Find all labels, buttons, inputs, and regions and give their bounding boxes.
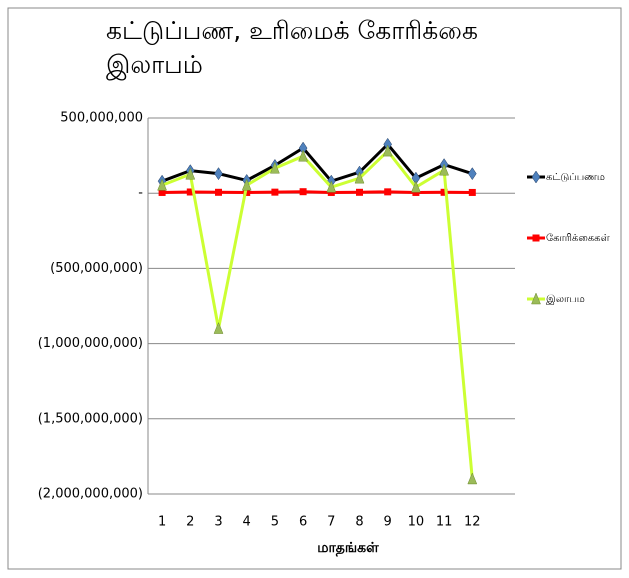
marker [384, 188, 392, 196]
x-tick-label: 3 [214, 515, 222, 530]
marker [412, 188, 420, 196]
marker [299, 188, 307, 196]
x-tick-label: 1 [158, 515, 166, 530]
series-line [162, 190, 473, 194]
x-axis-title: மாதங்கள் [317, 540, 379, 557]
marker [354, 171, 365, 184]
x-tick-label: 9 [384, 515, 392, 530]
marker [215, 188, 222, 196]
y-tick-label: (2,000,000,000) [38, 487, 143, 502]
chart-title: கட்டுப்பண, உரிமைக் கோரிக்கை இலாபம் [106, 16, 478, 79]
x-tick-label: 10 [408, 515, 425, 530]
marker [468, 188, 476, 196]
marker [214, 167, 223, 181]
legend-marker [532, 234, 540, 242]
series-line [161, 142, 473, 183]
marker [270, 161, 280, 174]
marker [327, 188, 335, 196]
marker [326, 180, 337, 193]
x-tick-label: 2 [186, 515, 194, 530]
x-tick-label: 4 [243, 515, 251, 530]
legend-label: கோரிக்கைகள் [546, 233, 610, 244]
y-tick-label: (500,000,000) [50, 261, 143, 276]
marker [241, 178, 252, 191]
y-tick-label: - [138, 186, 143, 201]
chart-border [7, 7, 622, 570]
legend-marker [531, 292, 541, 305]
series-line [161, 148, 474, 480]
y-tick-label: 500,000,000 [60, 111, 143, 126]
x-tick-label: 8 [355, 515, 363, 530]
legend-marker [531, 170, 541, 184]
marker [271, 188, 279, 196]
marker [157, 178, 167, 191]
y-tick-label: (1,500,000,000) [38, 411, 143, 426]
marker [213, 321, 224, 334]
marker [186, 188, 194, 196]
x-tick-label: 6 [299, 515, 307, 530]
x-tick-label: 11 [436, 515, 453, 530]
x-tick-label: 5 [271, 515, 279, 530]
marker [382, 144, 393, 157]
x-tick-label: 7 [327, 515, 335, 530]
marker [411, 180, 421, 193]
x-tick-label: 12 [464, 515, 481, 530]
marker [158, 188, 166, 196]
y-tick-label: (1,000,000,000) [38, 336, 143, 351]
marker [467, 472, 478, 485]
marker [440, 188, 448, 196]
legend-label: இலாபம [546, 294, 585, 305]
marker [439, 163, 449, 176]
marker [467, 167, 477, 181]
marker [356, 188, 363, 196]
marker [185, 167, 196, 180]
marker [298, 149, 308, 162]
legend-label: கட்டுப்பணம [546, 172, 605, 183]
